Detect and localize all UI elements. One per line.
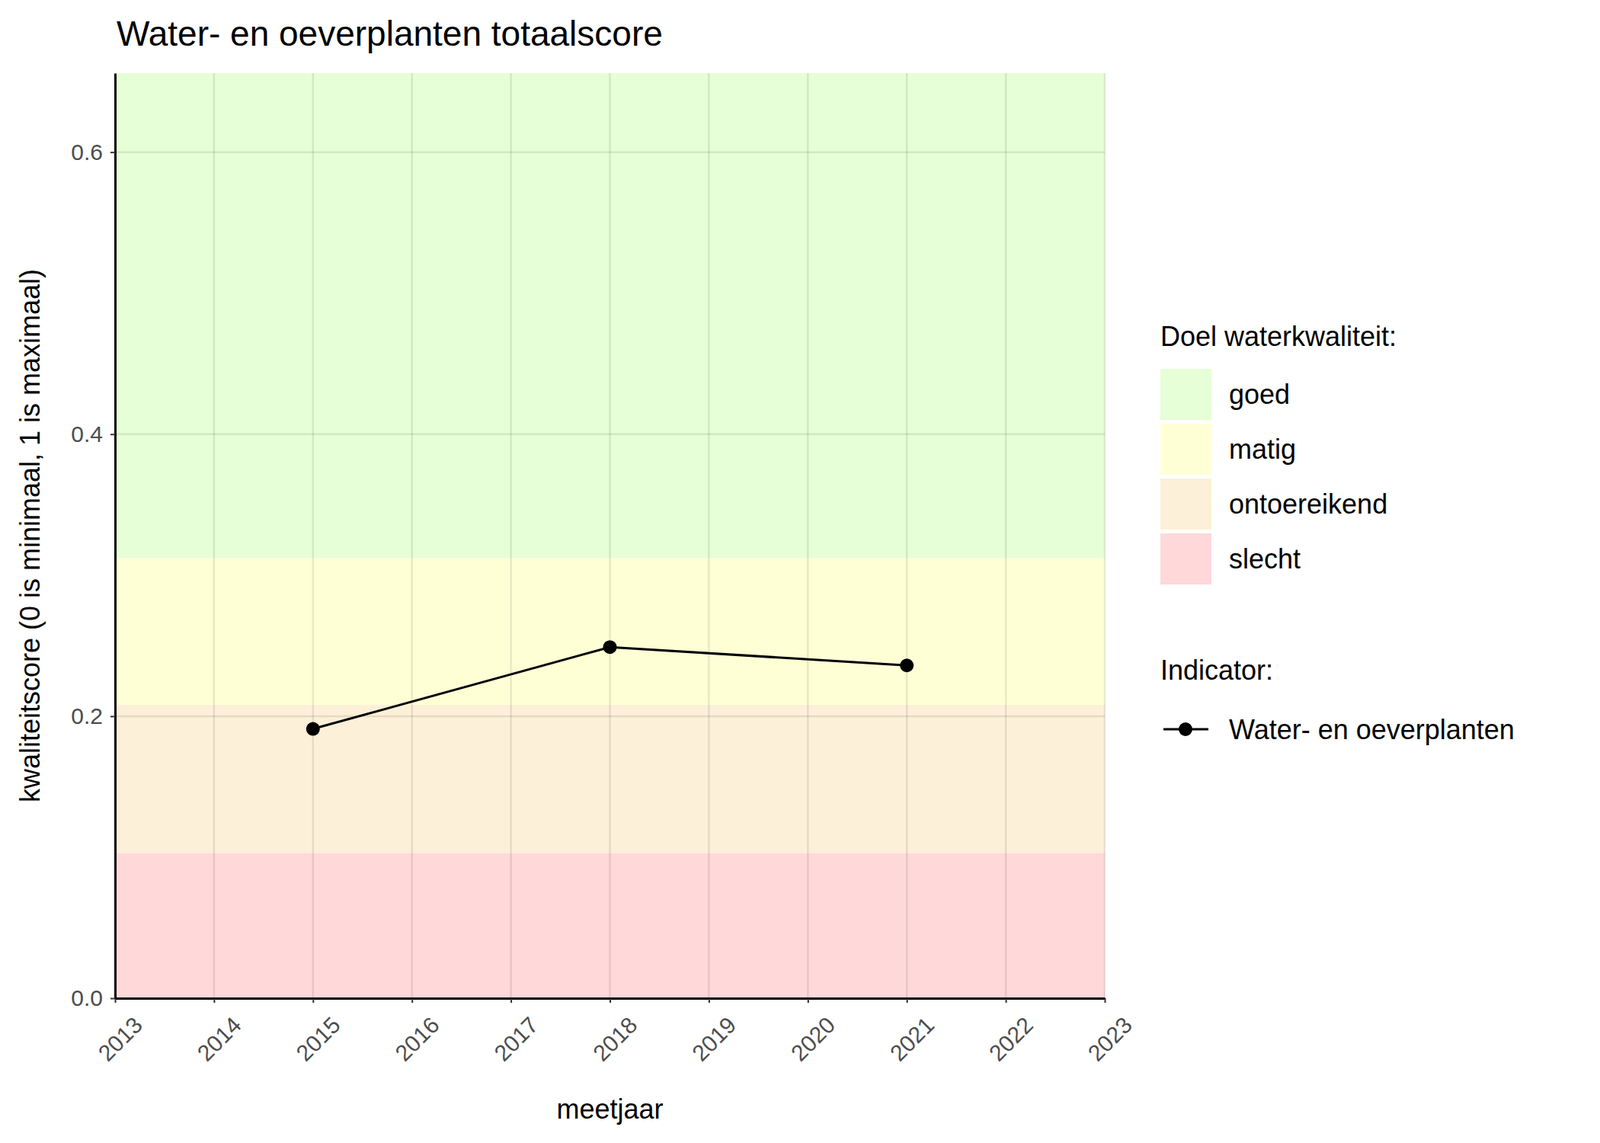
legend-label: Water- en oeverplanten [1228,713,1515,746]
x-tick-label: 2023 [1082,1011,1137,1066]
series-point [306,722,320,736]
x-tick-mark [1104,998,1107,1003]
legend: Doel waterkwaliteit: goed matig ontoereiken… [1160,320,1515,746]
x-axis: 2013 2014 2015 2016 2017 2018 2019 2020 2021 2022… [92,998,1137,1066]
grid-line-x [1004,73,1008,999]
legend-label: ontoereikend [1228,488,1388,520]
grid-line-x [312,73,315,999]
legend-label: slecht [1228,543,1301,575]
y-axis-line [114,73,117,999]
x-tick-mark [312,998,314,1003]
series-point [603,640,618,654]
x-tick-label: 2013 [92,1011,148,1066]
x-tick: 2016 [390,998,445,1066]
y-tick-mark [110,998,116,1000]
x-tick: 2019 [687,998,742,1066]
y-tick-mark [110,433,116,436]
legend-title: Indicator: [1160,654,1274,686]
series-point [899,658,914,672]
x-tick-mark [906,998,909,1003]
grid-line-x [213,73,216,999]
y-tick: 0.0 [70,985,116,1011]
x-tick: 2014 [192,998,247,1066]
chart-title: Water- en oeverplanten totaalscore [116,13,663,54]
grid-line-x [905,73,909,999]
grid-line-x [608,73,612,999]
x-tick-label: 2016 [390,1011,445,1066]
y-tick-label: 0.0 [70,985,103,1011]
x-tick-mark [510,998,512,1003]
x-tick-label: 2017 [489,1011,544,1066]
x-tick: 2021 [885,998,940,1066]
grid-line-x [1104,73,1107,999]
grid [115,73,1105,999]
x-tick-label: 2014 [192,1011,247,1066]
grid-line-x [707,73,711,999]
y-tick-label: 0.4 [70,421,103,447]
x-tick: 2020 [786,998,841,1066]
legend-marker [1178,722,1193,736]
plot: 0.0 0.2 0.4 0.6 2013 2014 2015 2016 2017 2018 2019… [70,73,1137,1066]
data [306,640,914,736]
grid-line-x [806,73,810,999]
legend-swatch [1160,423,1212,475]
x-tick: 2013 [92,998,148,1066]
grid-line-x [509,73,512,999]
x-tick: 2017 [489,998,544,1066]
y-tick-mark [110,151,116,154]
x-tick-mark [807,998,810,1003]
y-tick: 0.6 [70,139,116,165]
legend-label: matig [1228,433,1296,465]
x-tick-mark [708,998,711,1003]
x-tick-mark [115,998,117,1003]
y-axis-title: kwaliteitscore (0 is minimaal, 1 is maxi… [14,268,46,803]
y-tick-label: 0.2 [70,703,103,729]
x-tick-label: 2018 [588,1011,643,1066]
y-tick: 0.2 [70,703,116,729]
x-tick: 2022 [984,998,1039,1066]
grid-line-x [114,73,117,999]
bands [115,73,1105,999]
x-tick-mark [213,998,215,1003]
legend-swatch [1160,533,1212,585]
x-tick-label: 2022 [984,1011,1039,1066]
y-tick-mark [110,715,116,717]
x-tick-mark [411,998,413,1003]
legend-swatch [1160,478,1212,530]
x-tick-mark [609,998,612,1003]
x-tick-label: 2020 [786,1011,841,1066]
y-axis: 0.0 0.2 0.4 0.6 [70,73,116,1012]
x-tick: 2018 [588,998,643,1066]
grid-line-x [410,73,413,999]
x-tick-mark [1005,998,1008,1003]
x-tick-label: 2019 [687,1011,742,1066]
x-tick-label: 2021 [885,1011,940,1066]
legend-title: Doel waterkwaliteit: [1160,320,1397,352]
y-tick-label: 0.6 [70,139,103,165]
chart: 0.0 0.2 0.4 0.6 2013 2014 2015 2016 2017 2018 2019… [0,0,1600,1143]
x-tick: 2023 [1082,998,1137,1066]
series-line [313,646,907,729]
legend-swatch [1160,368,1212,420]
x-tick: 2015 [291,998,346,1066]
x-axis-title: meetjaar [556,1093,663,1125]
x-tick-label: 2015 [291,1011,346,1066]
legend-label: goed [1228,378,1290,410]
y-tick: 0.4 [70,421,116,447]
